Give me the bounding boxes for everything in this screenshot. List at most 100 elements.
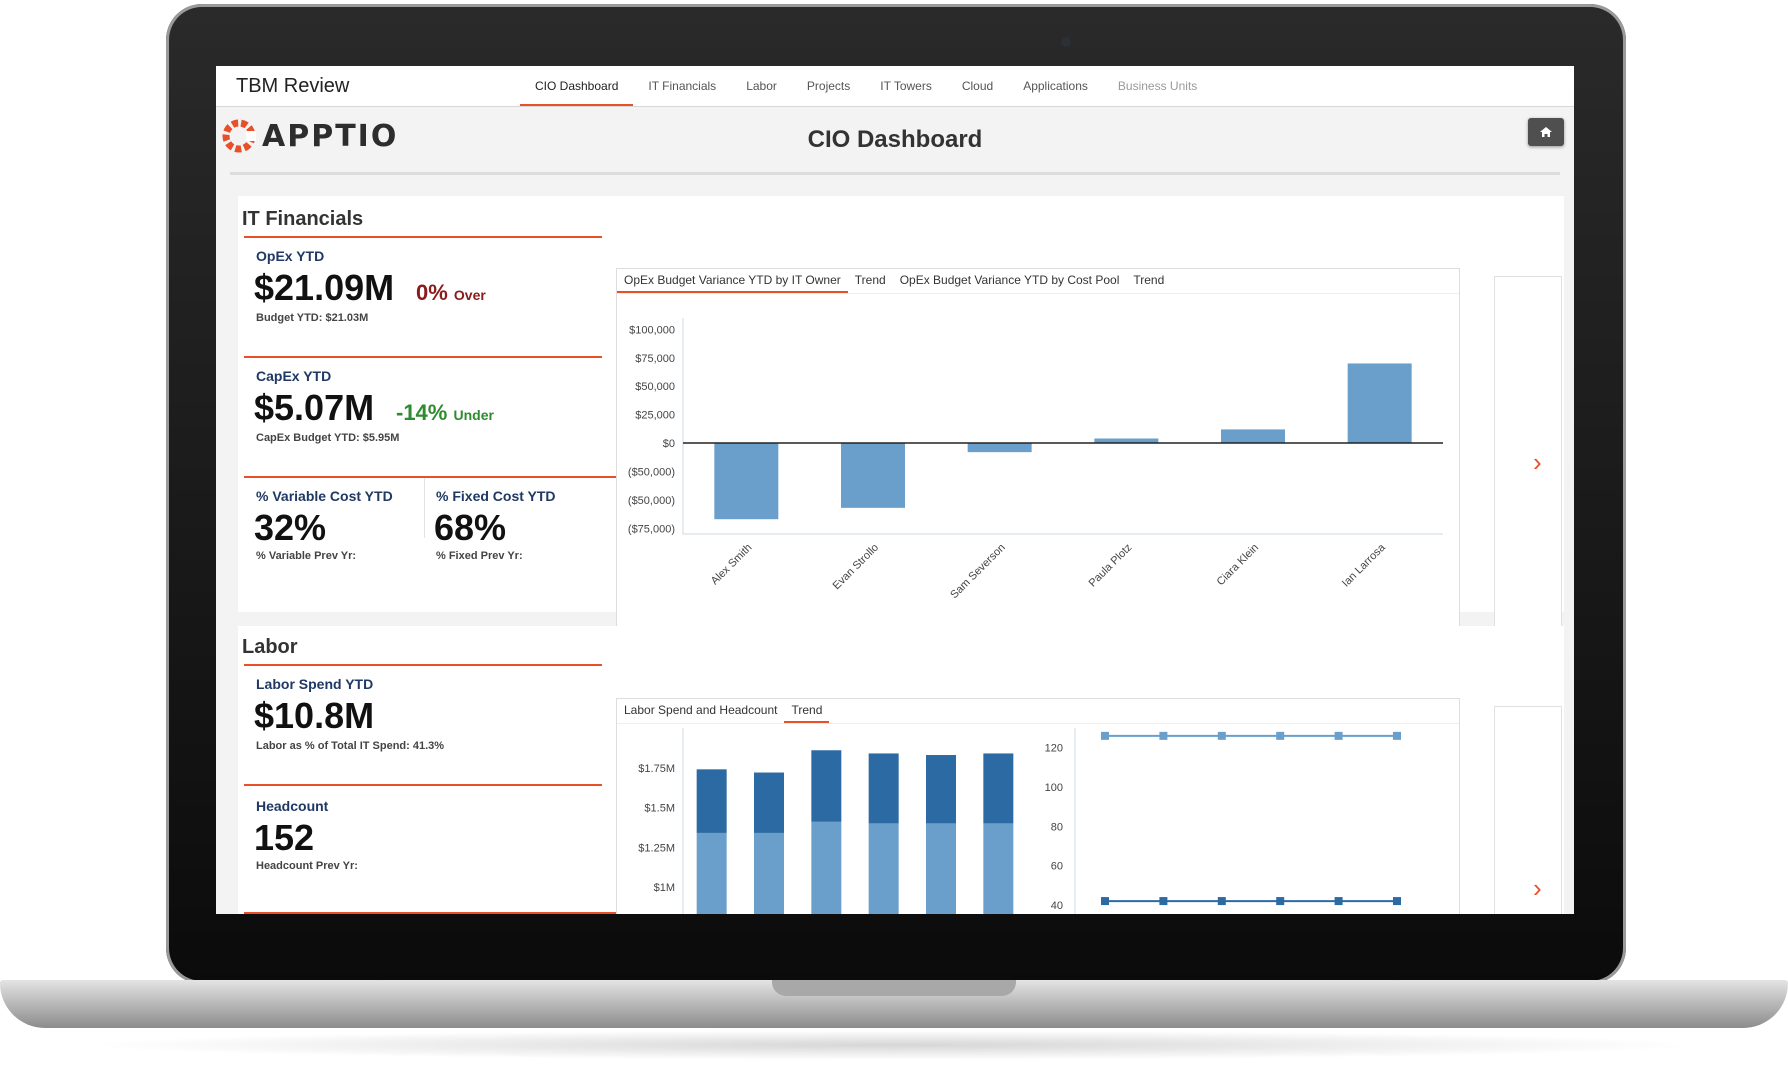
opex-budget: Budget YTD: $21.03M: [256, 312, 369, 324]
bar: [714, 443, 779, 520]
variable-prev-year: % Variable Prev Yr:: [256, 550, 357, 562]
chevron-right-icon[interactable]: ›: [1533, 447, 1542, 477]
bar-segment: [868, 753, 899, 824]
next-card[interactable]: ›: [1494, 276, 1562, 668]
x-tick-label: Evan Strollo: [831, 542, 881, 592]
laptop-shadow: [80, 1030, 1708, 1060]
bar-segment: [926, 755, 956, 824]
camera-icon: [1061, 37, 1071, 47]
labor-chart: Labor Spend and Headcount Trend $1.75M $1…: [616, 698, 1460, 914]
tab-trend[interactable]: Trend: [784, 699, 830, 723]
header-divider: [230, 172, 1560, 175]
chart-tabs: OpEx Budget Variance YTD by IT Owner Tre…: [617, 269, 1459, 294]
data-point: [1217, 731, 1226, 740]
labor-title: Labor: [242, 636, 298, 658]
bar: [1347, 363, 1412, 444]
labor-spend-label: Labor Spend YTD: [256, 676, 374, 692]
y-tick-label: ($75,000): [628, 523, 675, 535]
bar-segment: [811, 821, 842, 914]
opex-variance: 0% Over: [416, 280, 486, 305]
data-point: [1393, 897, 1401, 906]
tab-opex-by-cost-pool[interactable]: OpEx Budget Variance YTD by Cost Pool: [899, 273, 1120, 287]
fixed-cost-label: % Fixed Cost YTD: [436, 488, 556, 504]
screen: TBM Review CIO Dashboard IT Financials L…: [216, 66, 1574, 914]
nav-tab-applications[interactable]: Applications: [1023, 79, 1088, 93]
y-tick-label: $1.75M: [638, 763, 675, 775]
next-card[interactable]: ›: [1494, 706, 1562, 914]
laptop-notch: [772, 980, 1016, 996]
apptio-logo-icon: [222, 119, 256, 153]
tab-trend[interactable]: Trend: [854, 273, 886, 287]
chart-tabs: Labor Spend and Headcount Trend: [617, 699, 1459, 724]
nav-tab-projects[interactable]: Projects: [806, 79, 851, 93]
y-tick-label: ($50,000): [628, 495, 675, 507]
tab-trend-2[interactable]: Trend: [1133, 273, 1165, 287]
bar-segment: [754, 772, 784, 833]
data-point: [1159, 731, 1168, 740]
bar-segment: [811, 750, 842, 822]
nav-tab-it-towers[interactable]: IT Towers: [880, 79, 932, 93]
opex-variance-chart: OpEx Budget Variance YTD by IT Owner Tre…: [616, 268, 1460, 650]
y-tick-label: $25,000: [635, 410, 675, 422]
kpi-divider: [244, 912, 616, 914]
capex-label: CapEx YTD: [256, 368, 332, 384]
bar: [1094, 438, 1159, 444]
data-point: [1101, 897, 1109, 906]
bar: [841, 443, 905, 508]
kpi-divider: [244, 664, 602, 666]
labor-share: Labor as % of Total IT Spend: 41.3%: [256, 740, 445, 752]
home-button[interactable]: [1528, 118, 1564, 146]
x-tick-label: Ciara Klein: [1215, 542, 1262, 589]
y-tick-label: 100: [1045, 782, 1063, 794]
bar-segment: [754, 832, 784, 914]
kpi-separator: [424, 478, 425, 538]
data-point: [1334, 897, 1343, 906]
page-title: CIO Dashboard: [807, 126, 983, 153]
data-point: [1101, 731, 1109, 740]
variable-cost-value: 32%: [254, 507, 327, 548]
variable-cost-label: % Variable Cost YTD: [256, 488, 393, 504]
headcount-prev-year: Headcount Prev Yr:: [256, 860, 358, 872]
data-point: [1217, 897, 1226, 906]
chevron-right-icon[interactable]: ›: [1533, 873, 1542, 903]
top-bar: TBM Review CIO Dashboard IT Financials L…: [216, 66, 1574, 107]
nav-tab-it-financials[interactable]: IT Financials: [648, 79, 717, 93]
bar-segment: [696, 769, 727, 833]
logo-text: APPTIO: [262, 118, 399, 154]
nav-tab-cloud[interactable]: Cloud: [961, 79, 994, 93]
tab-labor-spend-headcount[interactable]: Labor Spend and Headcount: [624, 703, 778, 717]
labor-panel: Labor Labor Spend YTD $10.8M Labor as % …: [238, 626, 1564, 914]
data-point: [1276, 731, 1285, 740]
capex-budget: CapEx Budget YTD: $5.95M: [256, 432, 400, 444]
x-tick-label: Sam Severson: [948, 542, 1008, 602]
x-tick-label: Ian Larrosa: [1340, 541, 1388, 589]
kpi-divider: [244, 356, 602, 358]
bar: [967, 443, 1032, 453]
bar-segment: [696, 832, 727, 914]
opex-value: $21.09M: [254, 267, 395, 308]
tab-opex-by-it-owner[interactable]: OpEx Budget Variance YTD by IT Owner: [617, 269, 848, 293]
bar-segment: [983, 823, 1014, 914]
labor-spend-plot: $1.75M$1.5M$1.25M$1M$750,000$500,000$250…: [638, 728, 1014, 914]
kpi-divider: [244, 236, 602, 238]
opex-variance-plot: $100,000 $75,000 $50,000 $25,000 $0 ($50,000)…: [628, 318, 1443, 602]
bar-segment: [983, 753, 1014, 824]
apptio-logo: APPTIO: [222, 118, 398, 154]
nav-tab-cio-dashboard[interactable]: CIO Dashboard: [520, 66, 634, 106]
y-tick-label: 120: [1045, 743, 1063, 755]
nav-tab-labor[interactable]: Labor: [746, 79, 777, 93]
fixed-cost-value: 68%: [434, 507, 507, 548]
y-tick-label: 40: [1051, 900, 1063, 912]
bar: [1221, 429, 1285, 444]
data-point: [1393, 731, 1401, 740]
data-point: [1334, 731, 1343, 740]
data-point: [1159, 897, 1168, 906]
fixed-prev-year: % Fixed Prev Yr:: [436, 550, 523, 562]
it-financials-panel: IT Financials OpEx YTD $21.09M 0% Over B…: [238, 196, 1564, 668]
y-tick-label: $1.25M: [638, 842, 675, 854]
home-icon: [1540, 127, 1552, 137]
labor-spend-value: $10.8M: [254, 695, 375, 736]
headcount-plot: 12010080604020: [1045, 728, 1401, 914]
nav-tab-business-units[interactable]: Business Units: [1117, 79, 1198, 93]
capex-value: $5.07M: [254, 387, 375, 428]
